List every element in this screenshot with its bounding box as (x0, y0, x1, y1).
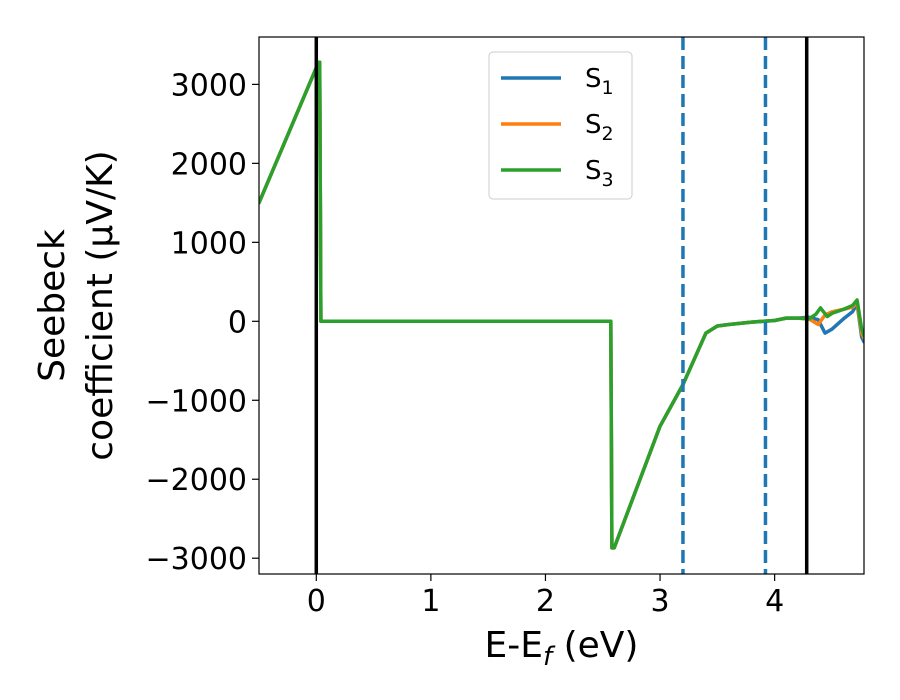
x-axis: 0 1 2 3 4 (307, 574, 784, 619)
legend-entry-s2: S2 (501, 110, 614, 145)
series-lines (259, 60, 864, 550)
y-tick-label: −2000 (146, 463, 247, 498)
legend-label: S2 (585, 110, 614, 145)
x-tick-label: 4 (765, 584, 784, 619)
y-tick-label: 3000 (171, 68, 247, 103)
reference-lines (314, 37, 809, 574)
x-tick-label: 0 (307, 584, 326, 619)
series-line-s3 (259, 60, 864, 550)
plot-frame (258, 36, 865, 575)
legend: S1 S2 S3 (488, 51, 633, 200)
x-tick-label: 2 (536, 584, 555, 619)
y-tick-label: 2000 (171, 147, 247, 182)
y-axis-label-line1: Seebeck (32, 229, 73, 382)
x-tick-label: 3 (650, 584, 669, 619)
x-axis-label-base: E-E (485, 625, 543, 666)
x-axis-label: E-Ef (eV) (485, 625, 639, 672)
y-tick-label: 0 (228, 305, 247, 340)
y-axis-label: Seebeck coefficient (μV/K) (32, 150, 121, 460)
y-tick-label: −3000 (146, 542, 247, 577)
legend-label: S3 (585, 156, 614, 191)
x-axis-label-tail: (eV) (552, 625, 638, 666)
legend-entry-s3: S3 (501, 156, 614, 191)
y-tick-label: −1000 (146, 384, 247, 419)
y-axis: −3000 −2000 −1000 0 1000 2000 3000 (146, 68, 259, 577)
legend-label: S1 (585, 64, 614, 99)
y-tick-label: 1000 (171, 226, 247, 261)
y-axis-label-line2: coefficient (μV/K) (80, 150, 121, 460)
legend-entry-s1: S1 (501, 64, 614, 99)
x-tick-label: 1 (421, 584, 440, 619)
